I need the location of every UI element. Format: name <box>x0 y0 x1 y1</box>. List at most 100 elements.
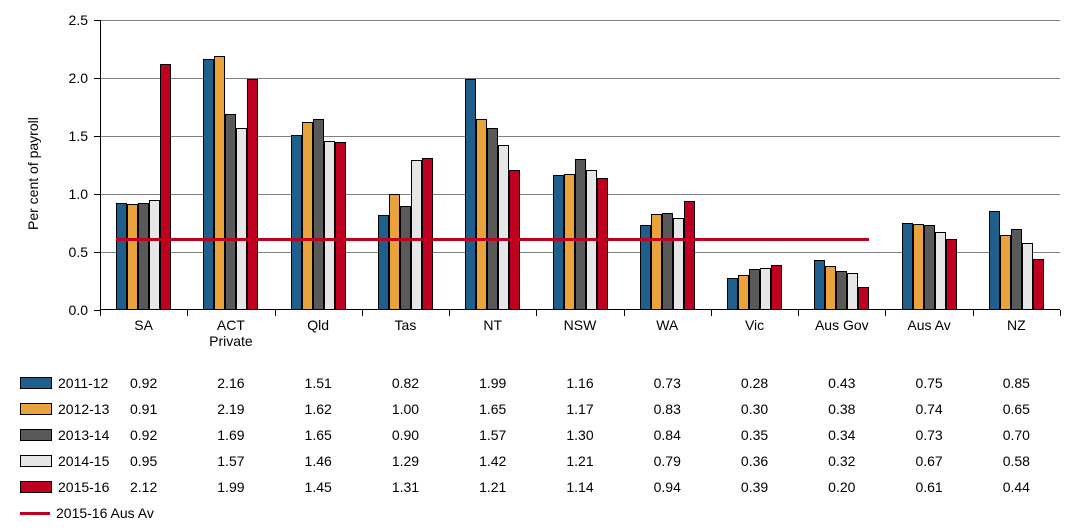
bar <box>673 218 684 310</box>
bar <box>1033 259 1044 310</box>
table-cell: 0.92 <box>100 422 187 448</box>
table-cell: 0.58 <box>973 448 1060 474</box>
y-tick <box>94 78 100 79</box>
table-cell: 0.20 <box>798 474 885 500</box>
y-tick-label: 2.5 <box>48 12 88 28</box>
table-cell: 0.84 <box>624 422 711 448</box>
x-tick <box>449 310 450 316</box>
bar <box>814 260 825 310</box>
legend-swatch <box>20 377 52 389</box>
table-cell: 0.30 <box>711 396 798 422</box>
table-cell: 2.12 <box>100 474 187 500</box>
table-cell: 0.65 <box>973 396 1060 422</box>
y-tick-label: 2.0 <box>48 70 88 86</box>
bar <box>1011 229 1022 310</box>
x-category-label: Aus Gov <box>798 318 885 333</box>
table-cell: 0.74 <box>885 396 972 422</box>
table-cell: 0.67 <box>885 448 972 474</box>
table-cell: 2.19 <box>187 396 274 422</box>
table-cell: 0.35 <box>711 422 798 448</box>
reference-line <box>116 238 869 241</box>
x-category-label: ACT <box>187 318 274 333</box>
table-cell: 1.45 <box>275 474 362 500</box>
bar <box>575 159 586 310</box>
x-tick <box>711 310 712 316</box>
table-cell: 1.42 <box>449 448 536 474</box>
table-cell: 1.17 <box>536 396 623 422</box>
bar <box>825 266 836 310</box>
table-cell: 0.75 <box>885 370 972 396</box>
table-cell: 1.31 <box>362 474 449 500</box>
table-cell: 0.70 <box>973 422 1060 448</box>
bar <box>225 114 236 310</box>
bar <box>749 269 760 310</box>
x-category-label: Vic <box>711 318 798 333</box>
table-cell: 1.14 <box>536 474 623 500</box>
y-tick-label: 1.0 <box>48 186 88 202</box>
bar <box>651 214 662 310</box>
x-tick <box>624 310 625 316</box>
table-cell: 1.99 <box>449 370 536 396</box>
table-cell: 0.32 <box>798 448 885 474</box>
x-category-label: Qld <box>275 318 362 333</box>
table-cell: 0.73 <box>885 422 972 448</box>
table-cell: 0.82 <box>362 370 449 396</box>
y-tick <box>94 252 100 253</box>
legend-swatch <box>20 481 52 493</box>
bar <box>684 201 695 310</box>
x-category-label: NT <box>449 318 536 333</box>
table-cell: 0.83 <box>624 396 711 422</box>
bar <box>422 158 433 310</box>
bar <box>160 64 171 310</box>
table-cell: 1.21 <box>536 448 623 474</box>
x-category-label: Private <box>187 334 274 349</box>
bar <box>760 268 771 310</box>
table-cell: 0.34 <box>798 422 885 448</box>
y-axis <box>100 20 101 310</box>
x-category-label: WA <box>624 318 711 333</box>
table-cell: 1.65 <box>275 422 362 448</box>
bar <box>247 79 258 310</box>
x-tick <box>362 310 363 316</box>
legend-line-swatch <box>20 512 50 515</box>
bar <box>203 59 214 310</box>
y-tick-label: 0.5 <box>48 244 88 260</box>
bar <box>836 271 847 310</box>
bar <box>989 211 1000 310</box>
table-cell: 0.43 <box>798 370 885 396</box>
y-axis-label: Per cent of payroll <box>25 117 41 230</box>
bar <box>498 145 509 310</box>
x-tick <box>798 310 799 316</box>
legend-label: 2015-16 Aus Av <box>56 505 154 521</box>
table-cell: 0.95 <box>100 448 187 474</box>
bar <box>597 178 608 310</box>
table-cell: 1.16 <box>536 370 623 396</box>
x-axis <box>100 309 1060 310</box>
bar <box>847 273 858 310</box>
bar <box>324 141 335 310</box>
table-cell: 1.69 <box>187 422 274 448</box>
table-cell: 0.38 <box>798 396 885 422</box>
bar <box>553 175 564 310</box>
bar <box>913 224 924 310</box>
bar <box>291 135 302 310</box>
table-cell: 1.30 <box>536 422 623 448</box>
table-cell: 1.21 <box>449 474 536 500</box>
chart-plot-area <box>100 20 1060 310</box>
bar <box>564 174 575 310</box>
legend-swatch <box>20 455 52 467</box>
table-cell: 2.16 <box>187 370 274 396</box>
table-cell: 1.46 <box>275 448 362 474</box>
bar <box>335 142 346 310</box>
table-cell: 1.57 <box>187 448 274 474</box>
table-cell: 0.28 <box>711 370 798 396</box>
bar <box>858 287 869 310</box>
table-cell: 1.57 <box>449 422 536 448</box>
table-cell: 0.91 <box>100 396 187 422</box>
legend-row: 2015-16 Aus Av <box>20 500 420 526</box>
bar <box>465 79 476 310</box>
y-tick <box>94 136 100 137</box>
x-category-label: SA <box>100 318 187 333</box>
table-cell: 0.85 <box>973 370 1060 396</box>
bar <box>935 232 946 310</box>
